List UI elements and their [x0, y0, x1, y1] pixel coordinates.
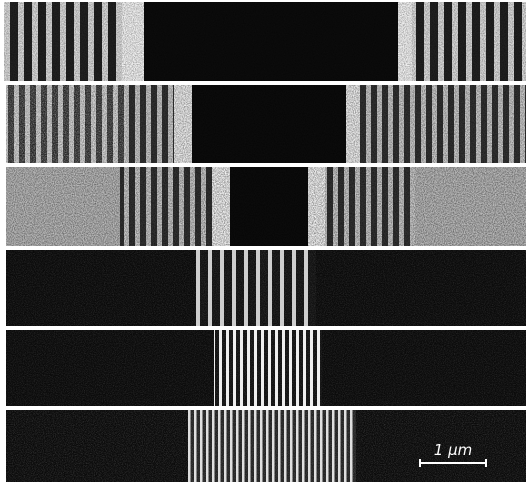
scale-label: 1 μm	[434, 441, 472, 459]
page: 1 μm (() => { const data = JSON.parse(do…	[0, 0, 528, 484]
panel-3	[6, 167, 526, 246]
panel-1	[4, 2, 526, 81]
micrograph: 1 μm	[0, 0, 528, 484]
panel-2	[6, 85, 526, 163]
panel-5	[6, 330, 526, 406]
panel-4	[6, 250, 526, 326]
